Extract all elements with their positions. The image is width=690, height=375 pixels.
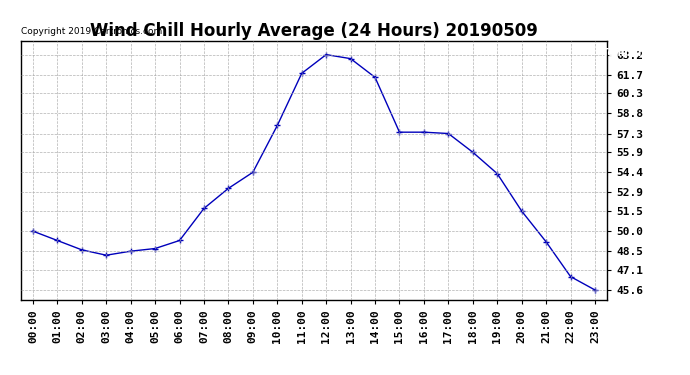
Text: Temperature  (°F): Temperature (°F)	[602, 48, 690, 58]
Title: Wind Chill Hourly Average (24 Hours) 20190509: Wind Chill Hourly Average (24 Hours) 201…	[90, 22, 538, 40]
Text: Copyright 2019 Cartronics.com: Copyright 2019 Cartronics.com	[21, 27, 162, 36]
